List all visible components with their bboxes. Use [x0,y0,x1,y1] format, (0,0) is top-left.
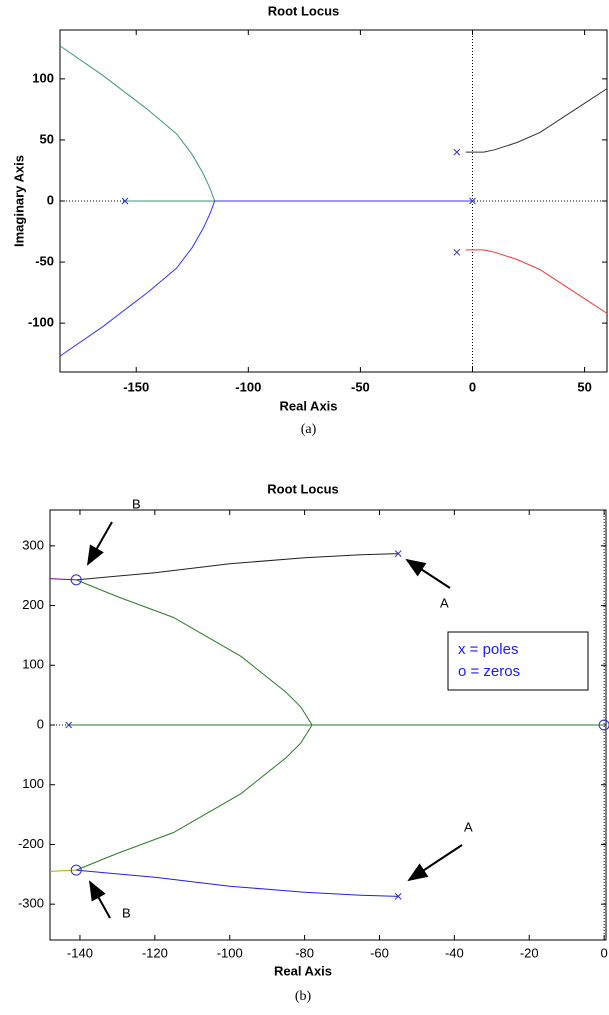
x-axis-label: Real Axis [279,398,337,413]
locus-branch [76,869,399,897]
chart-title: Root Locus [268,3,340,18]
annotation: B [132,496,141,511]
y-tick-label: -100 [28,315,54,330]
x-tick-label: 0 [469,379,476,394]
y-tick-label: -300 [18,896,44,911]
x-tick-label: -50 [351,379,370,394]
x-tick-label: -120 [142,945,168,960]
pole-marker [453,248,461,256]
chart: -140 -120 -100 -80 -60 -40 -20 03002001000100-2… [18,481,609,1004]
locus-branch [59,200,473,357]
x-tick-label: -60 [370,945,389,960]
pole-marker [394,550,402,557]
locus-branch [76,553,399,581]
annotations: B A A B x = poles o = zeros [87,496,589,920]
pole-marker [121,197,129,205]
annotation: B [122,905,131,920]
x-tick-label: -40 [445,945,464,960]
y-tick-label: 50 [40,131,54,146]
x-tick-label: -150 [123,379,149,394]
chart: -150 -100 -50 0 50 -100 -50 0 50 100 Root Locus Rea… [11,3,608,437]
caption: (b) [295,989,312,1004]
x-axis-label: Real Axis [274,963,332,978]
arrow [89,880,111,919]
annotation: A [464,819,473,834]
arrow [87,521,113,566]
pole-marker [394,893,402,900]
legend-box [447,631,589,691]
chart-title: Root Locus [267,481,339,496]
zero-marker [70,574,82,586]
legend-text: o = zeros [458,663,520,680]
pole-marker [469,197,476,205]
caption: (a) [301,422,317,437]
y-tick-label: 100 [22,776,44,791]
y-tick-label: 300 [22,537,44,552]
x-tick-label: -140 [67,945,93,960]
x-tick-label: -20 [520,945,539,960]
pole-marker [453,148,461,156]
locus-branch [465,249,608,314]
pole-marker [65,721,73,729]
legend-text: x = poles [458,641,518,658]
y-tick-label: -50 [35,254,54,269]
arrow [405,558,451,589]
x-tick-label: -100 [235,379,261,394]
y-tick-label: 100 [22,657,44,672]
x-tick-label: 0 [601,945,608,960]
x-tick-label: -80 [295,945,314,960]
arrow [407,844,463,882]
y-tick-label: 0 [47,192,54,207]
y-tick-label: 100 [32,70,54,85]
locus-branch [49,578,77,581]
locus-branch [465,88,608,153]
zero-marker [598,719,609,731]
locus-branch [59,45,216,202]
x-tick-label: -100 [217,945,243,960]
zero-marker [70,864,82,876]
y-tick-label: 0 [37,716,44,731]
x-tick-label: 50 [577,379,591,394]
y-tick-label: -200 [18,836,44,851]
locus-branch [49,869,77,872]
y-tick-label: 200 [22,597,44,612]
annotation: A [440,595,449,610]
y-axis-label: Imaginary Axis [11,155,26,247]
